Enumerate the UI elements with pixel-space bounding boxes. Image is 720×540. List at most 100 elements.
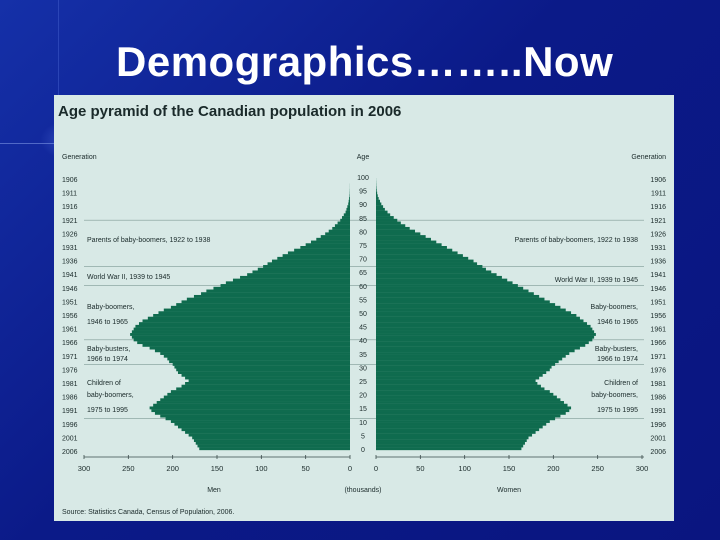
bar-men (174, 365, 350, 369)
bar-men (257, 267, 350, 271)
generation-year-left: 1956 (62, 313, 78, 320)
generation-year-left: 1996 (62, 422, 78, 429)
bar-men (277, 256, 350, 260)
annotation-right-busters-1: Baby-busters, (595, 346, 638, 353)
bar-men (170, 390, 350, 394)
generation-year-left: 1986 (62, 395, 78, 402)
age-tick-label: 45 (359, 325, 367, 332)
annotation-left-busters-2: 1966 to 1974 (87, 356, 128, 363)
bar-men (267, 262, 350, 266)
bar-men (316, 237, 350, 241)
bar-women (376, 417, 556, 421)
bar-women (376, 267, 486, 271)
annotation-right-busters-2: 1966 to 1974 (597, 356, 638, 363)
bar-men (300, 246, 350, 249)
bar-women (376, 387, 545, 391)
age-axis: 1009590858075706560555045403530252015105… (357, 175, 369, 454)
decorative-line-vertical (58, 0, 59, 140)
bar-women (376, 327, 593, 331)
bar-men (163, 354, 350, 358)
bar-women (376, 207, 385, 211)
x-tick-label-left: 0 (348, 464, 352, 473)
bar-men (294, 248, 350, 252)
annotation-right-parents: Parents of baby-boomers, 1922 to 1938 (515, 237, 638, 244)
bar-women (376, 384, 541, 388)
bar-women (376, 300, 550, 304)
bar-men (201, 292, 350, 296)
bar-men (147, 316, 350, 320)
bar-men (181, 373, 350, 377)
bar-women (376, 346, 580, 350)
generation-year-left: 1926 (62, 231, 78, 238)
bar-men (192, 436, 350, 440)
chart-panel: Age pyramid of the Canadian population i… (54, 95, 674, 521)
bar-women (376, 373, 543, 377)
bar-men (151, 409, 350, 413)
bar-men (282, 254, 350, 258)
bar-men (154, 411, 350, 415)
bar-women (376, 188, 377, 192)
bar-women (376, 425, 543, 429)
age-tick-label: 70 (359, 257, 367, 264)
x-tick-label-left: 200 (166, 464, 179, 473)
age-tick-label: 25 (359, 379, 367, 386)
bar-women (376, 281, 513, 285)
bar-women (376, 240, 437, 244)
bar-women (376, 224, 406, 228)
generation-year-left: 1946 (62, 286, 78, 293)
bar-men (176, 387, 350, 391)
bar-men (138, 322, 350, 326)
bar-men (133, 338, 350, 342)
bar-women (376, 297, 545, 301)
generation-year-right: 1956 (650, 313, 666, 320)
generation-year-right: 1906 (650, 177, 666, 184)
bar-men (240, 275, 350, 279)
bar-men (188, 433, 350, 437)
bar-women (376, 352, 570, 355)
bar-men (185, 430, 350, 434)
bar-men (170, 305, 350, 309)
bar-women (376, 414, 561, 418)
age-tick-label: 35 (359, 352, 367, 359)
bar-women (376, 210, 388, 214)
x-tick-label-left: 150 (211, 464, 224, 473)
bar-men (252, 270, 350, 274)
bar-women (376, 392, 554, 396)
bar-men (185, 382, 350, 385)
bar-women (376, 357, 563, 361)
bar-women (376, 444, 524, 448)
bar-women (376, 308, 566, 312)
age-tick-label: 100 (357, 175, 369, 182)
bar-women (376, 237, 431, 241)
bar-women (376, 409, 570, 413)
bar-men (349, 197, 350, 200)
generation-year-right: 1936 (650, 259, 666, 266)
bar-men (167, 357, 350, 361)
bar-women (376, 316, 580, 320)
bar-women (376, 191, 378, 195)
bar-women (376, 411, 566, 415)
bar-women (376, 395, 557, 399)
x-tick-label-right: 150 (503, 464, 516, 473)
bar-women (376, 248, 453, 252)
bar-men (163, 308, 350, 312)
annotation-left-children-2: baby-boomers, (87, 392, 134, 399)
bar-women (376, 401, 564, 404)
age-tick-label: 80 (359, 229, 367, 236)
bar-women (376, 376, 540, 380)
bar-men (181, 300, 350, 304)
bar-men (177, 371, 350, 374)
bar-men (135, 324, 350, 328)
annotation-left-children-1: Children of (87, 380, 121, 387)
age-tick-label: 95 (359, 189, 367, 196)
bar-women (376, 319, 584, 323)
x-tick-label-right: 300 (636, 464, 649, 473)
generation-year-right: 1961 (650, 327, 666, 334)
bar-men (220, 284, 350, 287)
bar-women (376, 447, 522, 451)
x-tick-label-right: 0 (374, 464, 378, 473)
bar-men (213, 286, 350, 290)
generation-year-left: 1941 (62, 272, 78, 279)
bar-men (177, 425, 350, 429)
bar-women (376, 251, 458, 255)
